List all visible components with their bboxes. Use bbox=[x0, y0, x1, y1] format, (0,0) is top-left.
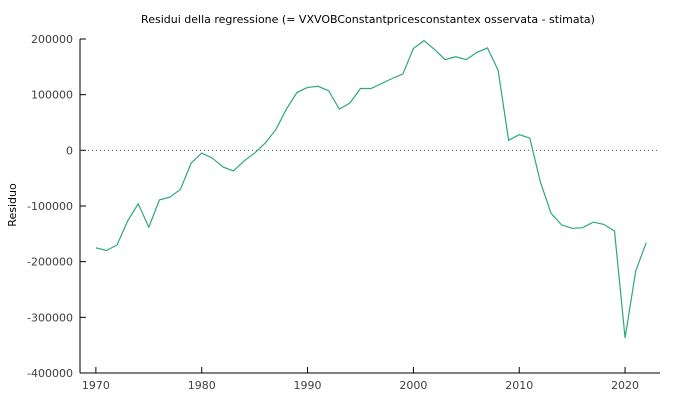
data-point bbox=[445, 59, 446, 60]
data-point bbox=[508, 140, 509, 141]
data-point bbox=[370, 88, 371, 89]
x-tick-label: 1990 bbox=[294, 379, 322, 392]
data-point bbox=[328, 90, 329, 91]
data-point bbox=[148, 227, 149, 228]
data-point bbox=[593, 222, 594, 223]
residual-series-line bbox=[95, 39, 647, 338]
data-point bbox=[646, 242, 647, 243]
plot-area bbox=[80, 39, 660, 338]
data-point bbox=[392, 78, 393, 79]
x-tick-label: 2000 bbox=[399, 379, 427, 392]
data-point bbox=[529, 137, 530, 138]
data-point bbox=[212, 158, 213, 159]
data-point bbox=[286, 109, 287, 110]
y-tick-label: 0 bbox=[66, 144, 73, 157]
data-point bbox=[455, 56, 456, 57]
data-point bbox=[191, 163, 192, 164]
chart-title: Residui della regressione (= VXVOBConsta… bbox=[141, 13, 595, 26]
data-point bbox=[572, 228, 573, 229]
data-point bbox=[487, 47, 488, 48]
data-point bbox=[635, 271, 636, 272]
data-point bbox=[127, 220, 128, 221]
data-point bbox=[413, 48, 414, 49]
y-tick-label: -400000 bbox=[27, 367, 73, 380]
data-point bbox=[434, 49, 435, 50]
data-point bbox=[116, 244, 117, 245]
data-point bbox=[402, 73, 403, 74]
data-point bbox=[582, 227, 583, 228]
data-point bbox=[339, 109, 340, 110]
data-point bbox=[222, 166, 223, 167]
data-point bbox=[307, 87, 308, 88]
data-point bbox=[180, 189, 181, 190]
data-point bbox=[275, 129, 276, 130]
data-point bbox=[360, 88, 361, 89]
data-point bbox=[497, 70, 498, 71]
data-point bbox=[138, 203, 139, 204]
data-point bbox=[233, 170, 234, 171]
data-point bbox=[466, 59, 467, 60]
data-point bbox=[476, 52, 477, 53]
x-tick-label: 1970 bbox=[82, 379, 110, 392]
data-point bbox=[519, 134, 520, 135]
data-point bbox=[423, 40, 424, 41]
y-tick-label: -100000 bbox=[27, 200, 73, 213]
data-point bbox=[349, 102, 350, 103]
ticks: -400000 -300000 -200000 -100000 0 100000 20000… bbox=[27, 33, 639, 392]
data-point bbox=[318, 86, 319, 87]
x-tick-label: 2010 bbox=[505, 379, 533, 392]
data-point bbox=[243, 160, 244, 161]
y-tick-label: 200000 bbox=[31, 33, 73, 46]
data-point bbox=[603, 224, 604, 225]
x-tick-label: 2020 bbox=[611, 379, 639, 392]
y-axis-label: Residuo bbox=[6, 183, 19, 227]
data-point bbox=[550, 213, 551, 214]
y-tick-label: 100000 bbox=[31, 89, 73, 102]
data-point bbox=[169, 196, 170, 197]
data-point bbox=[95, 247, 96, 248]
data-point bbox=[381, 83, 382, 84]
data-point bbox=[265, 142, 266, 143]
y-tick-label: -300000 bbox=[27, 311, 73, 324]
data-point bbox=[106, 250, 107, 251]
data-point bbox=[624, 337, 625, 338]
data-point bbox=[614, 230, 615, 231]
data-point bbox=[561, 224, 562, 225]
data-point bbox=[159, 199, 160, 200]
y-tick-label: -200000 bbox=[27, 256, 73, 269]
x-tick-label: 1980 bbox=[188, 379, 216, 392]
data-point bbox=[254, 153, 255, 154]
data-point bbox=[296, 92, 297, 93]
data-point bbox=[540, 181, 541, 182]
data-point bbox=[201, 153, 202, 154]
